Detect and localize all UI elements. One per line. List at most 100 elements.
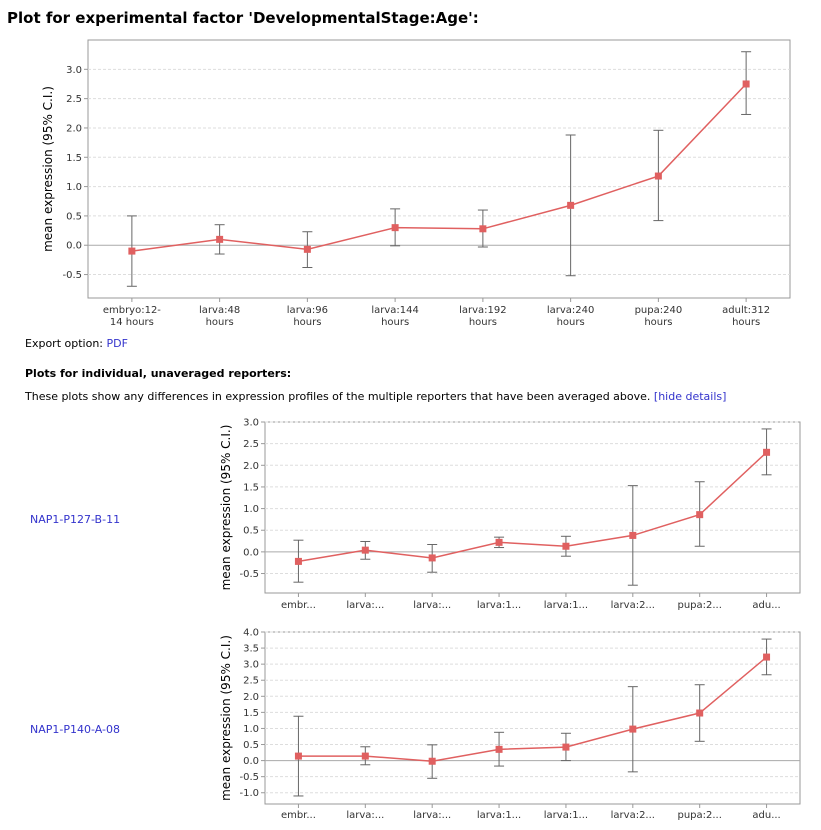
x-tick-label: hours [206, 317, 234, 328]
reporter-link-1[interactable]: NAP1-P127-B-11 [30, 513, 121, 526]
y-tick-label: -1.0 [239, 788, 259, 799]
data-point [495, 538, 503, 546]
x-tick-label: larva:1... [544, 810, 588, 821]
y-tick-label: 3.0 [243, 418, 259, 429]
x-tick-label: larva:... [346, 600, 384, 611]
y-tick-label: 0.0 [243, 756, 259, 767]
data-point [428, 554, 436, 562]
x-tick-label: larva:1... [477, 810, 521, 821]
x-tick-label: hours [644, 317, 672, 328]
x-tick-label: hours [557, 317, 585, 328]
individual-plots-description: These plots show any differences in expr… [25, 390, 726, 403]
y-axis-label: mean expression (95% C.I.) [219, 425, 233, 591]
y-tick-label: 1.5 [66, 153, 82, 164]
x-tick-label: larva:1... [544, 600, 588, 611]
plot-area [264, 631, 801, 805]
y-tick-label: 1.5 [243, 482, 259, 493]
x-tick-label: hours [293, 317, 321, 328]
data-point [654, 172, 662, 180]
plot-area [264, 421, 801, 594]
individual-plots-heading: Plots for individual, unaveraged reporte… [25, 367, 292, 380]
y-tick-label: 0.5 [66, 211, 82, 222]
y-tick-label: -0.5 [62, 270, 82, 281]
data-point [495, 745, 503, 753]
description-text: These plots show any differences in expr… [25, 390, 651, 403]
data-point [562, 743, 570, 751]
y-tick-label: 2.5 [243, 676, 259, 687]
reporter-1-expression-chart: -0.5 0.0 0.5 1.0 1.5 2.0 2.5 3.0 embr... larva:..… [219, 418, 801, 611]
data-point [763, 448, 771, 456]
data-point [294, 557, 302, 565]
data-point [562, 542, 570, 550]
x-tick-label: pupa:240 [635, 305, 683, 316]
main-expression-chart: -0.5 0.0 0.5 1.0 1.5 2.0 2.5 3.0 embryo:12-14 ho… [41, 39, 791, 328]
data-point [742, 80, 750, 88]
x-tick-label: adult:312 [722, 305, 770, 316]
x-tick-label: 14 hours [110, 317, 154, 328]
y-tick-label: 2.0 [66, 123, 82, 134]
data-point [216, 235, 224, 243]
series-line [131, 83, 747, 252]
y-tick-label: 4.0 [243, 628, 259, 639]
data-point [763, 653, 771, 661]
y-tick-label: 0.5 [243, 740, 259, 751]
data-point [567, 201, 575, 209]
data-point [128, 247, 136, 255]
x-tick-label: larva:96 [287, 305, 328, 316]
y-tick-label: 3.0 [66, 65, 82, 76]
x-tick-label: larva:48 [199, 305, 240, 316]
x-tick-label: embr... [281, 600, 316, 611]
x-tick-label: adu... [752, 600, 780, 611]
x-tick-label: larva:... [413, 600, 451, 611]
x-tick-label: hours [381, 317, 409, 328]
x-tick-label: pupa:2... [677, 600, 721, 611]
y-tick-label: 2.0 [243, 692, 259, 703]
y-tick-label: 0.0 [243, 547, 259, 558]
y-tick-label: -0.5 [239, 772, 259, 783]
y-axis-label: mean expression (95% C.I.) [41, 86, 55, 252]
x-tick-label: pupa:2... [677, 810, 721, 821]
y-tick-label: -0.5 [239, 569, 259, 580]
reporter-2-expression-chart: -1.0 -0.5 0.0 0.5 1.0 1.5 2.0 2.5 3.0 3.5 4.0 embr.… [219, 628, 801, 821]
x-tick-label: larva:1... [477, 600, 521, 611]
data-point [294, 752, 302, 760]
x-tick-label: larva:... [346, 810, 384, 821]
y-axis-label: mean expression (95% C.I.) [219, 635, 233, 801]
x-tick-label: larva:2... [611, 600, 655, 611]
y-tick-label: 0.0 [66, 241, 82, 252]
data-point [629, 531, 637, 539]
pdf-export-link[interactable]: PDF [106, 337, 128, 350]
reporter-link-2[interactable]: NAP1-P140-A-08 [30, 723, 120, 736]
y-tick-label: 2.5 [243, 439, 259, 450]
x-tick-label: embr... [281, 810, 316, 821]
y-tick-label: 3.5 [243, 644, 259, 655]
export-option: Export option: PDF [25, 337, 128, 350]
page-title: Plot for experimental factor 'Developmen… [7, 9, 479, 27]
data-point [303, 245, 311, 253]
data-point [361, 752, 369, 760]
series-line [298, 656, 768, 762]
x-tick-label: hours [469, 317, 497, 328]
data-point [696, 511, 704, 519]
x-tick-label: hours [732, 317, 760, 328]
data-point [696, 709, 704, 717]
x-tick-label: adu... [752, 810, 780, 821]
y-tick-label: 2.0 [243, 461, 259, 472]
y-tick-label: 0.5 [243, 526, 259, 537]
x-tick-label: larva:144 [371, 305, 419, 316]
series-line [298, 451, 768, 563]
x-tick-label: embryo:12- [103, 305, 161, 316]
data-point [629, 725, 637, 733]
hide-details-link[interactable]: [hide details] [653, 390, 727, 403]
data-point [428, 757, 436, 765]
x-tick-label: larva:240 [547, 305, 595, 316]
y-tick-label: 1.0 [66, 182, 82, 193]
data-point [361, 546, 369, 554]
x-tick-label: larva:192 [459, 305, 507, 316]
x-tick-label: larva:2... [611, 810, 655, 821]
y-tick-label: 1.0 [243, 724, 259, 735]
x-tick-label: larva:... [413, 810, 451, 821]
export-label: Export option: [25, 337, 103, 350]
y-tick-label: 3.0 [243, 660, 259, 671]
y-tick-label: 2.5 [66, 94, 82, 105]
